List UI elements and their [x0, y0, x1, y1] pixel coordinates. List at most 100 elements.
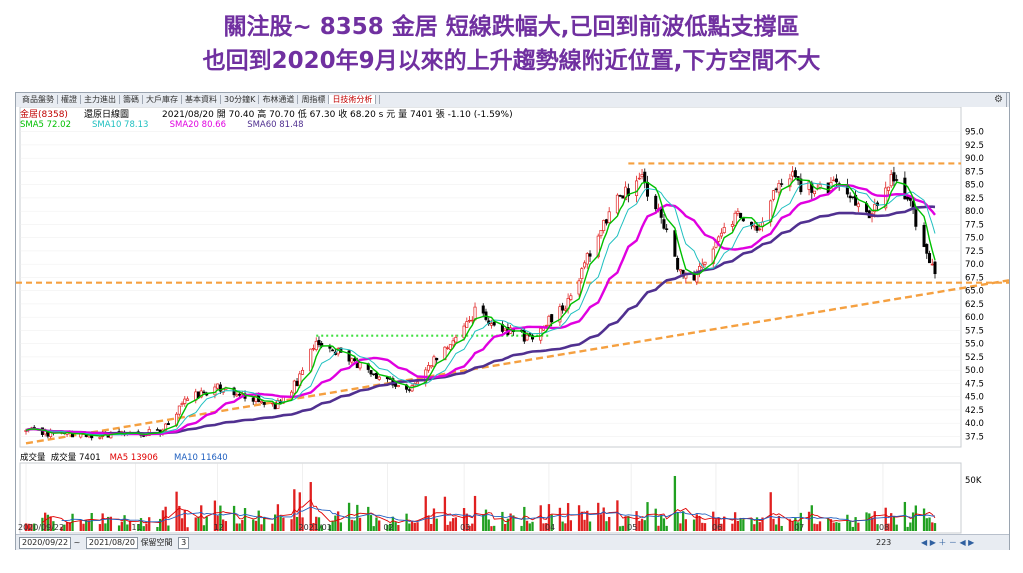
candle-body	[295, 380, 299, 387]
candle-body	[722, 227, 726, 234]
candle-body	[813, 190, 817, 195]
volume-bar	[608, 516, 611, 531]
candle-body	[856, 203, 860, 208]
volume-bar	[471, 523, 474, 531]
volume-bar	[394, 522, 397, 531]
volume-bar	[243, 508, 247, 531]
toolbar-tab[interactable]: 日技術分析	[329, 95, 377, 104]
y-tick-label: 42.5	[965, 406, 984, 416]
volume-bar	[580, 511, 583, 531]
volume-bar	[178, 505, 181, 531]
zoom-controls[interactable]: ◀ ▶ ＋ － ◀ ▶	[921, 538, 975, 547]
reserve-space-label: 保留空間	[140, 538, 173, 547]
candle-body	[547, 315, 551, 326]
candle-body	[834, 178, 838, 183]
volume-bar	[60, 526, 63, 531]
toolbar-tab[interactable]: 籌碼	[120, 95, 143, 104]
volume-bar	[430, 523, 433, 531]
volume-bar	[367, 506, 370, 531]
candle-body	[492, 321, 496, 326]
chart-mode-label: 還原日線圖	[84, 108, 129, 120]
toolbar-tab[interactable]: 周指標	[298, 95, 330, 104]
toolbar-tab[interactable]: 30分鐘K	[221, 95, 260, 104]
volume-bar	[397, 524, 400, 531]
volume-bar	[928, 517, 931, 531]
volume-bar	[358, 517, 362, 531]
candle-body	[665, 228, 669, 230]
toolbar-tabs: 商品盤勢 權證 主力進出 籌碼 大戶庫存 基本資料 30分鐘K 布林通道 周指標 日技術分析	[16, 95, 381, 104]
candle-body	[481, 305, 485, 314]
x-tick-label: 2021/01	[299, 523, 332, 532]
toolbar-tab[interactable]: 基本資料	[182, 95, 221, 104]
uptrend-line	[25, 279, 1009, 445]
volume-bar	[827, 517, 830, 531]
candle-body	[635, 180, 639, 196]
start-date-field[interactable]: 2020/09/22	[19, 537, 72, 549]
volume-bar	[775, 524, 778, 531]
volume-bar	[46, 514, 50, 531]
volume-bar	[410, 521, 414, 531]
candle-body	[183, 398, 187, 404]
y-tick-label: 60.0	[965, 313, 984, 323]
volume-bar	[750, 519, 753, 531]
settings-icon[interactable]: ⚙	[991, 93, 1007, 107]
volume-bar	[597, 502, 600, 531]
volume-bar	[813, 523, 816, 531]
candle-body	[432, 356, 436, 367]
toolbar-tab[interactable]: 權證	[58, 95, 81, 104]
volume-bar	[643, 520, 646, 531]
candle-body	[914, 209, 918, 227]
volume-bar	[462, 508, 466, 531]
candle-body	[155, 429, 159, 431]
y-tick-label: 90.0	[965, 154, 984, 164]
toolbar-tab[interactable]: 主力進出	[81, 95, 120, 104]
candle-body	[328, 346, 332, 349]
volume-bar	[816, 524, 819, 531]
candle-body	[774, 188, 778, 191]
volume-bar	[723, 516, 726, 531]
volume-bar	[413, 522, 416, 531]
volume-bar	[569, 520, 573, 531]
volume-bar	[388, 523, 392, 531]
volume-bar	[197, 516, 200, 531]
toolbar-tab[interactable]: 商品盤勢	[19, 95, 58, 104]
volume-bar	[33, 523, 36, 531]
candle-body	[640, 174, 644, 178]
volume-bar	[769, 492, 772, 531]
volume-bar	[528, 523, 531, 531]
volume-bar	[79, 520, 82, 531]
candle-body	[470, 319, 474, 322]
volume-bar	[586, 510, 589, 531]
volume-bar	[848, 521, 852, 531]
volume-ma10-line	[61, 506, 936, 523]
volume-bar	[493, 525, 496, 531]
y-tick-label: 50.0	[965, 366, 984, 376]
volume-bar	[128, 520, 132, 531]
volume-bar	[317, 517, 321, 531]
volume-bar	[753, 524, 756, 531]
volume-bar	[599, 514, 603, 531]
end-date-field[interactable]: 2021/08/20	[85, 537, 139, 549]
volume-bar	[216, 515, 219, 531]
volume-bar	[101, 513, 104, 531]
y-tick-label: 82.5	[965, 194, 984, 204]
volume-bar	[241, 520, 244, 531]
candle-body	[259, 400, 263, 404]
volume-bar	[646, 502, 649, 531]
volume-bar	[676, 512, 679, 531]
volume-bar	[104, 523, 107, 531]
candle-body	[374, 372, 378, 379]
toolbar-tab[interactable]: 布林通道	[259, 95, 299, 104]
volume-bar	[922, 508, 926, 531]
candle-body	[599, 229, 603, 237]
volume-bar	[618, 526, 622, 531]
candle-body	[604, 219, 608, 224]
volume-bar	[180, 518, 184, 531]
toolbar-tab[interactable]: 大戶庫存	[143, 95, 182, 104]
volume-bar	[238, 523, 241, 531]
volume-bar	[887, 523, 890, 531]
reserve-space-field[interactable]: 3	[178, 537, 190, 549]
volume-bar	[142, 526, 145, 531]
candle-body	[435, 357, 439, 361]
candle-body	[793, 170, 797, 178]
